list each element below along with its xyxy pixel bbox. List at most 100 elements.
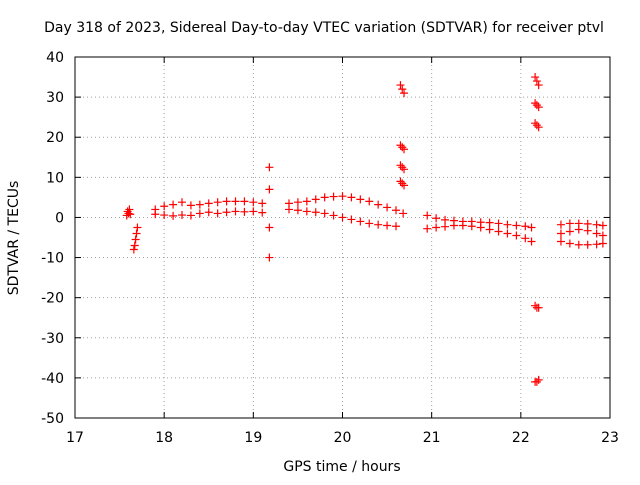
- data-point: [556, 229, 565, 238]
- data-point: [169, 211, 178, 220]
- data-point: [293, 206, 302, 215]
- data-point: [302, 207, 311, 216]
- data-point: [265, 253, 274, 262]
- data-point: [534, 123, 543, 132]
- data-point: [521, 234, 530, 243]
- data-point: [432, 214, 441, 223]
- data-point: [374, 220, 383, 229]
- data-point: [285, 205, 293, 214]
- y-tick-labels: -50 -40 -30 -20 -10 0 10 20 30 40: [41, 50, 64, 427]
- data-point: [124, 209, 133, 218]
- data-point: [265, 223, 274, 232]
- series-arc-17.6: [122, 205, 135, 220]
- data-point: [258, 199, 267, 208]
- data-point: [458, 221, 467, 230]
- data-point: [494, 227, 503, 236]
- data-point: [347, 215, 356, 224]
- data-point: [531, 99, 540, 108]
- data-point: [449, 221, 458, 230]
- ticks-layer: [74, 56, 611, 419]
- data-point: [400, 89, 409, 98]
- data-point: [423, 211, 432, 220]
- data-point: [249, 207, 258, 216]
- data-point: [532, 377, 541, 386]
- series-arc-main-2-lower: [285, 205, 400, 231]
- data-point: [186, 211, 195, 220]
- x-tick-label: 20: [334, 430, 352, 446]
- grid-layer: [75, 57, 610, 418]
- data-point: [365, 197, 374, 206]
- x-tick-label: 18: [155, 430, 173, 446]
- data-point: [583, 226, 592, 235]
- series-arc-main-3-lower: [423, 221, 536, 246]
- data-point: [160, 202, 169, 211]
- data-point: [311, 208, 320, 217]
- data-point: [178, 211, 186, 220]
- series-arc-main-3-upper: [423, 211, 536, 232]
- data-point: [129, 245, 138, 254]
- data-point: [178, 198, 186, 207]
- data-point: [126, 210, 135, 219]
- x-tick-label: 17: [66, 430, 84, 446]
- data-point: [311, 195, 320, 204]
- data-point: [132, 229, 141, 238]
- data-point: [240, 207, 249, 216]
- data-point: [441, 222, 450, 231]
- data-point: [441, 215, 450, 224]
- data-point: [485, 225, 494, 234]
- data-point: [527, 223, 536, 232]
- data-point: [329, 211, 338, 220]
- y-tick-label: 40: [46, 50, 64, 66]
- data-point: [565, 239, 574, 248]
- y-tick-label: -20: [41, 291, 64, 307]
- data-point: [592, 240, 601, 249]
- series-arc-20.67: [396, 81, 409, 190]
- data-point: [432, 223, 441, 232]
- series-arc-main-1-lower: [151, 207, 267, 220]
- data-point: [356, 195, 365, 204]
- data-point: [521, 222, 530, 231]
- data-point: [258, 208, 267, 217]
- data-point: [598, 231, 607, 240]
- data-point: [122, 211, 131, 220]
- x-tick-label: 22: [512, 430, 530, 446]
- series-arc-main-4-upper: [556, 219, 607, 230]
- data-point: [467, 222, 476, 231]
- data-point: [512, 221, 521, 230]
- y-axis-label: SDTVAR / TECUs: [6, 181, 22, 296]
- data-point: [365, 219, 374, 228]
- data-point: [565, 219, 574, 228]
- data-point: [347, 193, 356, 202]
- data-point: [329, 192, 338, 201]
- series-arc-main-1-upper: [151, 197, 267, 214]
- data-point: [503, 220, 512, 229]
- data-point: [302, 197, 311, 206]
- data-point: [320, 193, 329, 202]
- series-arc-22.18: [531, 73, 543, 386]
- data-point: [583, 240, 592, 249]
- data-point: [574, 225, 583, 234]
- y-tick-label: 20: [46, 130, 64, 146]
- data-point: [531, 301, 540, 310]
- data-point: [231, 207, 240, 216]
- data-point: [534, 103, 543, 112]
- data-point: [356, 217, 365, 226]
- data-point: [249, 198, 258, 207]
- data-point: [125, 205, 134, 214]
- data-point: [485, 218, 494, 227]
- data-point: [532, 121, 541, 130]
- data-point: [374, 200, 383, 209]
- data-point: [398, 143, 407, 152]
- y-tick-label: -40: [41, 371, 64, 387]
- points-layer: [122, 73, 607, 386]
- data-point: [598, 221, 607, 230]
- data-point: [527, 237, 536, 246]
- data-point: [574, 240, 583, 249]
- data-point: [133, 223, 142, 232]
- data-point: [556, 237, 565, 246]
- data-point: [534, 81, 543, 90]
- data-point: [398, 85, 407, 94]
- data-point: [265, 163, 274, 172]
- data-point: [400, 165, 409, 174]
